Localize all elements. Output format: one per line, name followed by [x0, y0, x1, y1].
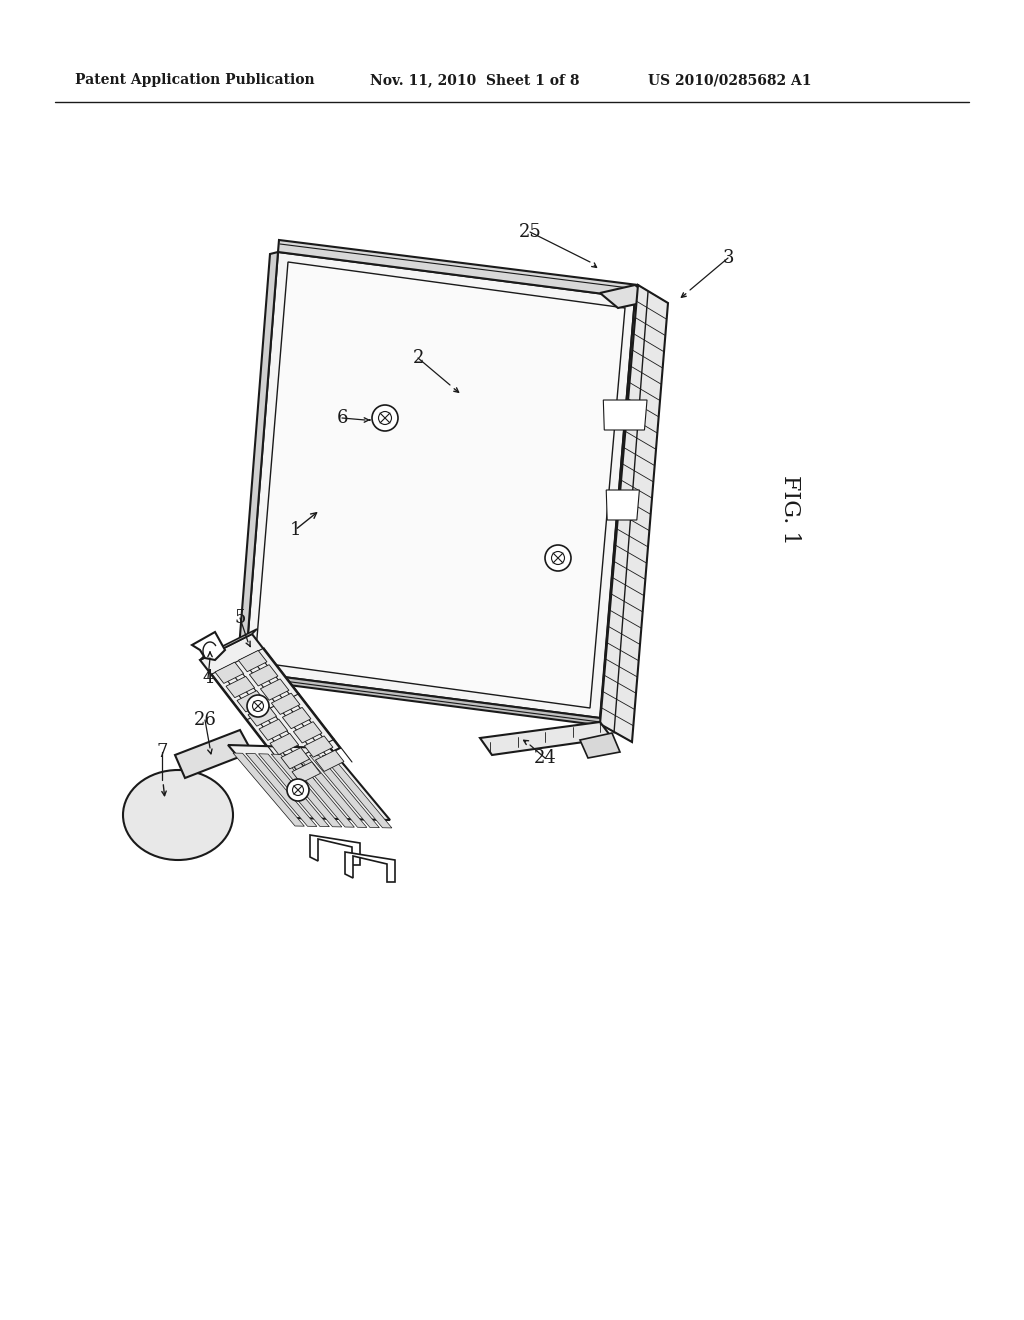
Polygon shape	[600, 285, 668, 742]
Text: 24: 24	[534, 748, 556, 767]
Polygon shape	[245, 252, 635, 718]
Polygon shape	[600, 285, 655, 308]
Polygon shape	[237, 252, 278, 675]
Text: US 2010/0285682 A1: US 2010/0285682 A1	[648, 73, 811, 87]
Circle shape	[552, 552, 564, 565]
Polygon shape	[310, 836, 360, 865]
Text: Patent Application Publication: Patent Application Publication	[75, 73, 314, 87]
Polygon shape	[278, 240, 638, 298]
Polygon shape	[215, 663, 244, 684]
Circle shape	[293, 784, 303, 796]
Polygon shape	[580, 733, 620, 758]
Polygon shape	[271, 754, 342, 826]
Circle shape	[545, 545, 571, 572]
Polygon shape	[323, 755, 392, 828]
Text: 6: 6	[336, 409, 348, 426]
Polygon shape	[309, 755, 379, 828]
Polygon shape	[315, 750, 344, 771]
Polygon shape	[281, 747, 309, 768]
Circle shape	[247, 696, 269, 717]
Polygon shape	[248, 705, 276, 726]
Text: 7: 7	[157, 743, 168, 762]
Circle shape	[379, 412, 391, 425]
Polygon shape	[239, 651, 267, 672]
Polygon shape	[345, 851, 395, 882]
Polygon shape	[245, 672, 605, 726]
Polygon shape	[297, 755, 367, 828]
Circle shape	[372, 405, 398, 432]
Polygon shape	[260, 678, 289, 700]
Polygon shape	[480, 722, 612, 755]
Ellipse shape	[123, 770, 233, 861]
Polygon shape	[270, 734, 299, 755]
Polygon shape	[228, 744, 390, 820]
Text: 2: 2	[413, 348, 424, 367]
Text: 25: 25	[518, 223, 542, 242]
Polygon shape	[283, 708, 311, 729]
Polygon shape	[246, 754, 316, 826]
Text: FIG. 1: FIG. 1	[779, 475, 801, 545]
Polygon shape	[271, 693, 300, 714]
Polygon shape	[603, 400, 647, 430]
Polygon shape	[258, 754, 330, 826]
Text: 4: 4	[203, 669, 214, 686]
Polygon shape	[292, 762, 321, 783]
Polygon shape	[237, 690, 265, 711]
Polygon shape	[200, 634, 340, 774]
Polygon shape	[294, 722, 322, 743]
Polygon shape	[226, 676, 255, 698]
Text: 3: 3	[722, 249, 734, 267]
Polygon shape	[600, 298, 650, 730]
Polygon shape	[200, 630, 257, 660]
Polygon shape	[284, 755, 354, 828]
Polygon shape	[606, 490, 639, 520]
Text: 5: 5	[234, 609, 246, 627]
Polygon shape	[259, 719, 288, 741]
Text: 26: 26	[194, 711, 216, 729]
Polygon shape	[233, 752, 304, 826]
Polygon shape	[175, 730, 252, 777]
Text: 1: 1	[289, 521, 301, 539]
Text: Nov. 11, 2010  Sheet 1 of 8: Nov. 11, 2010 Sheet 1 of 8	[370, 73, 580, 87]
Polygon shape	[193, 632, 225, 660]
Polygon shape	[250, 665, 278, 686]
Circle shape	[253, 701, 263, 711]
Circle shape	[287, 779, 309, 801]
Polygon shape	[304, 737, 333, 758]
Polygon shape	[255, 261, 625, 708]
